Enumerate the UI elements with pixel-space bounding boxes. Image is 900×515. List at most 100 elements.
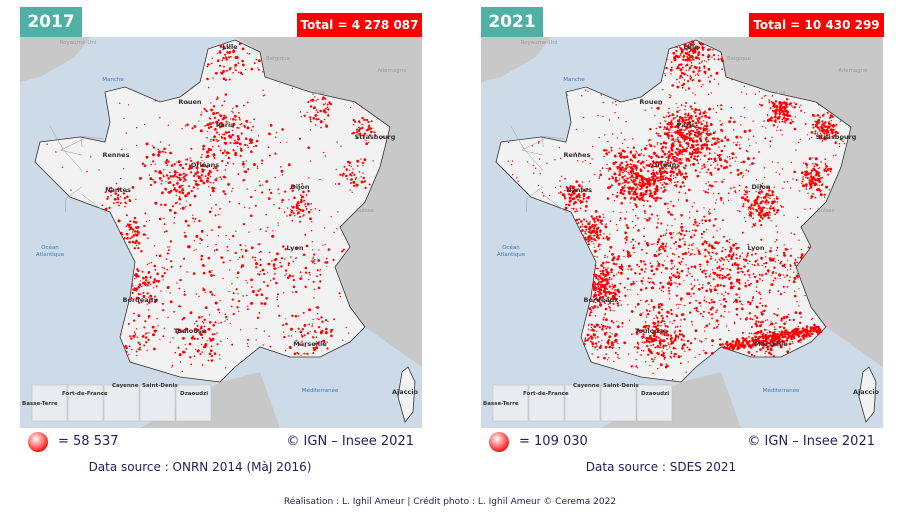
risk-point — [239, 123, 242, 126]
risk-point — [823, 125, 827, 128]
risk-point — [809, 185, 813, 188]
risk-point — [775, 328, 777, 330]
risk-point — [716, 327, 718, 329]
risk-point — [599, 270, 602, 273]
risk-point — [207, 328, 210, 331]
risk-point — [761, 304, 764, 307]
risk-point — [691, 320, 693, 323]
risk-point — [687, 53, 691, 56]
risk-point — [657, 253, 661, 256]
risk-point — [688, 188, 691, 192]
risk-point — [677, 148, 679, 151]
risk-point — [218, 311, 221, 314]
risk-point — [309, 331, 311, 333]
risk-point — [740, 115, 742, 118]
risk-point — [694, 74, 697, 76]
risk-point — [650, 194, 654, 198]
risk-point — [767, 115, 769, 117]
risk-point — [337, 211, 339, 213]
risk-point — [716, 154, 719, 157]
risk-point — [785, 122, 787, 124]
risk-point — [606, 325, 609, 328]
risk-point — [655, 177, 657, 179]
risk-point — [621, 322, 624, 325]
risk-point — [705, 127, 708, 131]
risk-point — [612, 302, 615, 305]
risk-point — [257, 68, 260, 71]
risk-point — [684, 350, 686, 352]
risk-point — [722, 202, 725, 204]
risk-point — [324, 243, 326, 246]
risk-point — [824, 158, 827, 160]
risk-point — [620, 164, 622, 166]
risk-point — [594, 342, 598, 345]
risk-point — [764, 137, 767, 140]
risk-point — [754, 314, 757, 317]
risk-point — [289, 187, 292, 190]
risk-point — [737, 287, 741, 291]
risk-point — [675, 248, 678, 250]
risk-point — [655, 314, 657, 317]
risk-point — [154, 269, 157, 271]
risk-point — [691, 143, 694, 147]
risk-point — [710, 164, 712, 166]
risk-point — [659, 281, 662, 285]
risk-point — [641, 329, 645, 332]
risk-point — [657, 320, 660, 323]
risk-point — [173, 170, 177, 174]
risk-point — [619, 163, 621, 165]
risk-point — [670, 95, 672, 97]
risk-point — [674, 241, 677, 244]
risk-point — [697, 126, 701, 130]
risk-point — [155, 254, 158, 257]
risk-point — [703, 215, 706, 218]
risk-point — [582, 188, 586, 192]
risk-point — [783, 326, 786, 330]
risk-point — [230, 55, 232, 58]
risk-point — [309, 129, 312, 131]
risk-point — [743, 217, 746, 219]
risk-point — [300, 194, 302, 197]
risk-point — [291, 87, 294, 90]
risk-point — [160, 183, 163, 185]
risk-point — [670, 139, 672, 141]
risk-point — [721, 274, 724, 277]
risk-point — [628, 173, 630, 176]
risk-point — [619, 166, 621, 169]
risk-point — [312, 336, 315, 339]
risk-point — [770, 320, 772, 322]
risk-point — [645, 159, 648, 162]
risk-point — [558, 192, 560, 194]
risk-point — [171, 205, 175, 208]
risk-point — [126, 202, 128, 205]
risk-point — [707, 157, 711, 161]
france-map[interactable]: Basse-Terre Fort-de-France Cayenne Saint-De… — [481, 37, 883, 428]
risk-point — [678, 161, 681, 164]
risk-point — [593, 281, 596, 284]
risk-point — [786, 274, 789, 277]
risk-point — [221, 379, 223, 381]
risk-point — [690, 64, 693, 67]
risk-point — [790, 119, 793, 121]
risk-point — [584, 337, 587, 339]
risk-point — [696, 247, 698, 249]
france-map[interactable]: Basse-Terre Fort-de-France Cayenne Saint-De… — [20, 37, 422, 428]
risk-point — [276, 252, 279, 256]
risk-point — [680, 333, 684, 336]
risk-point — [782, 206, 785, 208]
risk-point — [161, 274, 164, 278]
risk-point — [623, 341, 627, 345]
risk-point — [650, 339, 654, 343]
risk-point — [151, 145, 154, 147]
risk-point — [262, 184, 264, 186]
risk-point — [622, 182, 624, 184]
risk-point — [712, 161, 715, 163]
risk-point — [119, 102, 121, 104]
risk-point — [720, 123, 723, 126]
risk-point — [240, 248, 243, 251]
risk-point — [683, 121, 687, 125]
risk-point — [152, 153, 155, 157]
risk-point — [594, 239, 596, 242]
risk-point — [716, 319, 719, 322]
risk-point — [587, 334, 590, 336]
